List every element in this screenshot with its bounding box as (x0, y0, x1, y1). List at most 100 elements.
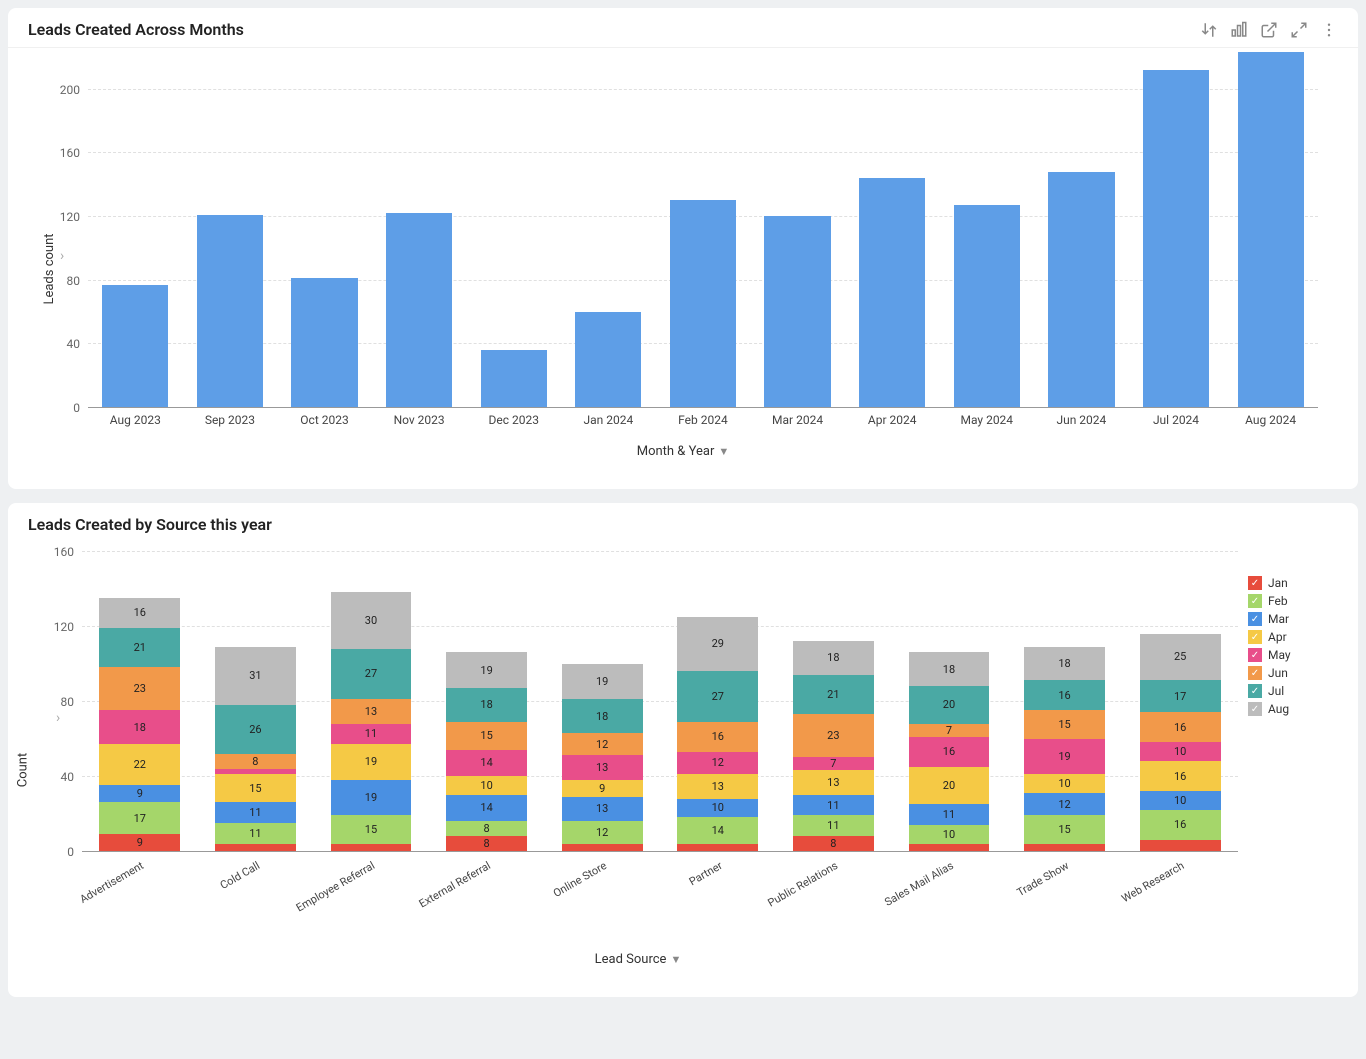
bar-segment: 29 (677, 617, 758, 671)
legend-swatch: ✓ (1248, 684, 1262, 698)
bar-segment: 14 (677, 817, 758, 843)
bar-segment: 11 (793, 795, 874, 816)
bar-segment: 12 (677, 752, 758, 775)
chevron-down-icon[interactable]: ▼ (718, 445, 729, 458)
bar-segment: 10 (1140, 742, 1221, 761)
bar[interactable] (575, 312, 641, 407)
stacked-bar[interactable]: 15121019151618 (1024, 647, 1105, 851)
bar-segment: 16 (1024, 680, 1105, 710)
bar-segment: 27 (331, 649, 412, 700)
legend-item[interactable]: ✓May (1248, 648, 1324, 662)
bar[interactable] (954, 205, 1020, 407)
legend-item[interactable]: ✓Jan (1248, 576, 1324, 590)
legend-label: May (1268, 648, 1291, 662)
bar-segment: 12 (1024, 793, 1105, 816)
chart-type-icon[interactable] (1230, 21, 1248, 39)
bar[interactable] (102, 285, 168, 408)
bar-segment: 11 (331, 724, 412, 745)
legend-item[interactable]: ✓Aug (1248, 702, 1324, 716)
bar-segment: 17 (1140, 680, 1221, 712)
bar-segment: 21 (793, 675, 874, 714)
ytick-label: 40 (61, 770, 75, 784)
panel1-axis-chevron[interactable]: › (60, 248, 64, 264)
panel-leads-months: Leads Created Across Months Leads count … (8, 8, 1358, 489)
panel2-axis-chevron[interactable]: › (56, 710, 60, 726)
stacked-bar[interactable]: 16101610161725 (1140, 634, 1221, 852)
bar[interactable] (197, 215, 263, 408)
stacked-bar[interactable]: 14101312162729 (677, 617, 758, 851)
bar-segment: 10 (909, 825, 990, 844)
bar-segment: 10 (677, 799, 758, 818)
bar-segment: 16 (1140, 712, 1221, 742)
bar[interactable] (859, 178, 925, 407)
xtick-label: Employee Referral (294, 859, 377, 915)
stacked-bar[interactable]: 91792218232116 (99, 598, 180, 851)
bar-segment: 19 (331, 744, 412, 780)
stacked-bar-wrap: 15191911132730Employee Referral (313, 592, 429, 851)
bar-wrap: Mar 2024 (750, 216, 845, 407)
bar-segment: 30 (331, 592, 412, 648)
bar-segment: 18 (1024, 647, 1105, 681)
ytick-label: 40 (67, 337, 81, 351)
stacked-bar[interactable]: 1011201672018 (909, 652, 990, 851)
bar-segment: 16 (909, 737, 990, 767)
xtick-label: Jun 2024 (1056, 413, 1106, 427)
bar-segment: 11 (215, 823, 296, 844)
bar-segment: 9 (562, 780, 643, 797)
bar-segment: 13 (562, 797, 643, 821)
panel-leads-source: Leads Created by Source this year Count … (8, 503, 1358, 997)
ytick-label: 200 (60, 83, 80, 97)
xtick-label: Sales Mail Alias (882, 859, 955, 909)
bar[interactable] (1238, 52, 1304, 407)
sort-icon[interactable] (1200, 21, 1218, 39)
bar-segment: 8 (446, 836, 527, 851)
bar-segment: 15 (446, 722, 527, 750)
more-icon[interactable] (1320, 21, 1338, 39)
popout-icon[interactable] (1260, 21, 1278, 39)
bar-segment (1140, 840, 1221, 851)
bar[interactable] (670, 200, 736, 407)
bar[interactable] (481, 350, 547, 407)
panel1-title: Leads Created Across Months (28, 20, 244, 39)
bar-segment: 19 (446, 652, 527, 688)
bar[interactable] (1143, 70, 1209, 407)
xtick-label: Oct 2023 (300, 413, 348, 427)
stacked-bar[interactable]: 15191911132730 (331, 592, 412, 851)
xtick-label: May 2024 (961, 413, 1014, 427)
legend-item[interactable]: ✓Jun (1248, 666, 1324, 680)
ytick-label: 0 (67, 845, 74, 859)
legend-item[interactable]: ✓Apr (1248, 630, 1324, 644)
legend-item[interactable]: ✓Jul (1248, 684, 1324, 698)
bar-segment: 12 (562, 733, 643, 756)
stacked-bar[interactable]: 88141014151819 (446, 652, 527, 851)
chevron-down-icon[interactable]: ▼ (670, 953, 681, 966)
bar-segment: 7 (793, 757, 874, 770)
stacked-bar[interactable]: 11111582631 (215, 647, 296, 851)
bar-segment: 23 (99, 667, 180, 710)
bar[interactable] (764, 216, 830, 407)
legend-item[interactable]: ✓Feb (1248, 594, 1324, 608)
bar-segment: 16 (677, 722, 758, 752)
bar-segment: 21 (99, 628, 180, 667)
bar[interactable] (386, 213, 452, 407)
bar[interactable] (1048, 172, 1114, 407)
bar-wrap: Jul 2024 (1129, 70, 1224, 407)
panel1-header: Leads Created Across Months (8, 8, 1358, 48)
bar-segment: 20 (909, 686, 990, 724)
expand-icon[interactable] (1290, 21, 1308, 39)
xtick-label: Sep 2023 (205, 413, 255, 427)
bar[interactable] (291, 278, 357, 407)
xtick-label: Aug 2023 (110, 413, 161, 427)
bar-segment: 23 (793, 714, 874, 757)
bar-segment: 18 (562, 699, 643, 733)
bar-segment: 22 (99, 744, 180, 785)
bar-wrap: Oct 2023 (277, 278, 372, 407)
legend-swatch: ✓ (1248, 630, 1262, 644)
panel2-bars: 91792218232116Advertisement11111582631Co… (82, 552, 1238, 852)
stacked-bar-wrap: 91792218232116Advertisement (82, 598, 198, 851)
legend-item[interactable]: ✓Mar (1248, 612, 1324, 626)
bar-segment: 13 (677, 774, 758, 798)
stacked-bar[interactable]: 1213913121819 (562, 664, 643, 852)
stacked-bar[interactable]: 81111137232118 (793, 641, 874, 851)
bar-segment: 16 (99, 598, 180, 628)
